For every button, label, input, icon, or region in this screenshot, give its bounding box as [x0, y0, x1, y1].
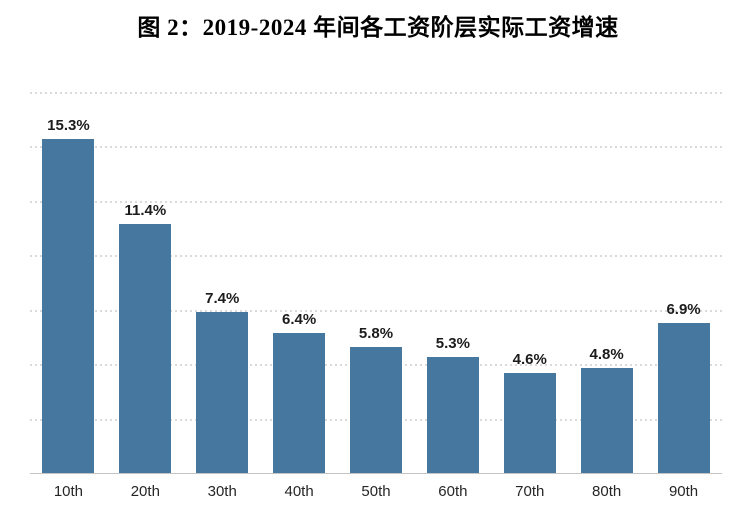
chart-title: 图 2：2019-2024 年间各工资阶层实际工资增速 — [137, 15, 619, 40]
bar-10th — [42, 139, 95, 473]
value-label-90th: 6.9% — [666, 300, 701, 318]
bar-90th — [657, 322, 710, 473]
x-tick-label-60th: 60th — [438, 483, 468, 500]
bar-40th — [273, 333, 326, 473]
gridline — [30, 146, 722, 148]
value-label-60th: 5.3% — [435, 335, 470, 353]
value-label-30th: 7.4% — [205, 289, 240, 307]
value-label-10th: 15.3% — [47, 117, 90, 135]
value-label-20th: 11.4% — [124, 202, 167, 220]
bar-30th — [196, 311, 249, 473]
bar-60th — [426, 357, 479, 473]
x-tick-label-10th: 10th — [53, 483, 84, 500]
bar-20th — [119, 224, 172, 473]
bar-70th — [503, 372, 556, 473]
value-label-40th: 6.4% — [282, 311, 317, 329]
plot-area: 15.3% 10th 11.4% 20th 7.4% 30th 6.4% 40th 5.8% 50… — [30, 82, 722, 500]
x-axis-line — [30, 473, 722, 474]
x-tick-label-70th: 70th — [515, 483, 545, 500]
x-tick-label-80th: 80th — [592, 483, 622, 500]
value-label-70th: 4.6% — [512, 350, 547, 368]
bar-50th — [350, 346, 402, 473]
gridline — [30, 91, 722, 94]
gridline — [30, 255, 722, 257]
x-tick-label-20th: 20th — [130, 483, 160, 500]
x-tick-label-50th: 50th — [361, 483, 391, 500]
x-tick-label-30th: 30th — [207, 483, 237, 500]
x-tick-label-90th: 90th — [668, 483, 699, 500]
x-tick-label-40th: 40th — [284, 483, 314, 500]
gridline — [30, 309, 722, 312]
value-label-50th: 5.8% — [358, 324, 394, 342]
bar-80th — [580, 368, 633, 473]
gridline — [30, 200, 722, 203]
value-label-80th: 4.8% — [589, 346, 624, 364]
